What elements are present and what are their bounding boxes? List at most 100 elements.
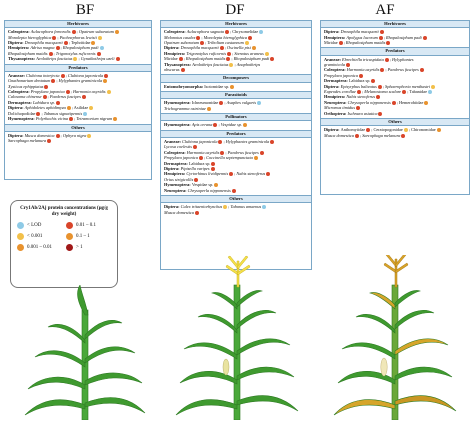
species-row: Hemiptera: Cyrtorhinus lividipennis; Nab… <box>164 171 308 177</box>
species-name: Melanotus caudex <box>164 34 196 40</box>
taxon-text: Isotomidae sp. <box>204 83 230 89</box>
order-label: Coleoptera: <box>8 89 31 95</box>
section-rows: Entomobryomorpha: Isotomidae sp. <box>161 83 311 91</box>
taxon-text: Vespidae sp. <box>191 182 214 188</box>
concentration-dot <box>199 41 204 46</box>
species-name: Musca domestica <box>164 209 194 215</box>
legend-label: > 1 <box>76 244 83 250</box>
concentration-dot <box>55 133 60 138</box>
species-name: Opatrum subaratum <box>78 29 114 35</box>
species-row: Dermaptera: Labidura sp. <box>8 100 148 105</box>
species-name: Clubiona japonicola <box>67 72 104 78</box>
species-name: Monolepta hieroglyphica <box>8 34 52 40</box>
species-row: Coleoptera: Aulacophora femoralis; Opatr… <box>8 29 148 35</box>
taxon-text: ; Tabanidae <box>407 89 427 95</box>
species-name: Propylaea japonica <box>324 72 358 78</box>
concentration-dot <box>356 90 361 95</box>
concentration-dot <box>178 57 183 62</box>
taxon-text: ; <box>78 56 81 62</box>
taxon-text: ; <box>183 56 186 62</box>
species-name: Musca domestica <box>324 132 354 138</box>
species-row: Araneae: Clubiona japonicola; Hylyphante… <box>164 139 308 144</box>
concentration-dot <box>259 150 264 155</box>
section-rows: Diptera: Culex tritaeniorhynchus; Tabanu… <box>161 203 311 217</box>
concentration-dot <box>377 84 382 89</box>
taxon-text: ; <box>359 132 363 138</box>
order-label: Hemiptera: <box>8 45 31 51</box>
legend-dot <box>17 244 24 251</box>
species-row: Propylaea japonica <box>324 73 466 78</box>
concentration-dot <box>213 123 218 128</box>
concentration-dot <box>113 117 118 122</box>
section-rows: Diptera: Musca domestica; Ophyra nigra Sa… <box>5 132 151 146</box>
concentration-dot <box>83 111 88 116</box>
concentration-dot <box>379 30 384 35</box>
concentration-dot <box>386 41 391 46</box>
section-header: Others <box>5 123 151 132</box>
concentration-dot <box>44 84 49 89</box>
taxon-text: ; <box>343 40 346 46</box>
legend-item: 0.01 – 0.1 <box>66 222 111 229</box>
taxon-text: ; <box>60 45 63 51</box>
concentration-dot <box>401 133 406 138</box>
legend-label: 0.01 – 0.1 <box>76 222 96 228</box>
taxon-text: ; Tephritidae <box>68 40 91 46</box>
species-row: Araneae: Clubiona interjecta; Clubiona j… <box>8 73 148 78</box>
species-name: Calosoma chinense <box>8 94 42 100</box>
concentration-dot <box>229 172 234 177</box>
taxon-text: ; <box>204 40 208 46</box>
species-name: Adrisa magna <box>30 45 55 51</box>
taxon-text: ; <box>201 34 204 40</box>
order-label: Coleoptera: <box>164 149 187 155</box>
order-label: Hymenoptera: <box>8 116 36 122</box>
concentration-dot <box>219 46 224 51</box>
taxon-text: ; <box>231 56 234 62</box>
species-name: Aeolothrips fasciatus <box>36 56 73 62</box>
concentration-dot <box>354 133 359 138</box>
species-row: Diptera: Anthomyiidae ; Ceratopogonidae ; … <box>324 127 466 133</box>
legend-items: < LOD 0.01 – 0.1 < 0.001 0.1 – 1 0.001 – 0.0… <box>17 222 111 251</box>
order-label: Hemiptera: <box>324 94 347 100</box>
concentration-dot <box>230 84 235 89</box>
taxon-text: ; <box>224 45 228 51</box>
species-row: Diptera: Aphidoletes aphidimyza ; Asilida… <box>8 105 148 111</box>
taxon-text: ; <box>385 67 388 73</box>
taxon-text: ; <box>234 171 237 177</box>
taxon-text: ; <box>382 83 386 89</box>
legend-item: 0.001 – 0.01 <box>17 244 62 251</box>
species-name: Asaphes vulgaris <box>226 100 257 106</box>
concentration-dot <box>422 35 427 40</box>
order-label: Diptera: <box>8 132 25 138</box>
species-row: Xysticus ephippiatus <box>8 84 148 89</box>
concentration-dot <box>96 51 101 56</box>
species-name: Gnathonarium dentatum <box>8 78 51 84</box>
taxon-text: ; Asilidae <box>71 105 89 111</box>
concentration-dot <box>36 111 41 116</box>
species-row: Lycosa coelestis <box>164 144 308 150</box>
concentration-dot <box>73 57 78 62</box>
concentration-dot <box>264 51 269 56</box>
concentration-dot <box>424 100 429 105</box>
concentration-dot <box>266 172 271 177</box>
legend: Cry1Ab/2Aj protein concentrations (μg/g … <box>10 200 118 288</box>
order-label: Dermaptera: <box>164 160 189 166</box>
species-row: Orthoptera: Ischnura asiatica <box>324 111 466 116</box>
taxon-text: ; <box>383 34 386 40</box>
species-name: Sarcophaga melanura <box>362 132 401 138</box>
concentration-dot <box>419 68 424 73</box>
legend-dot <box>66 233 73 240</box>
species-name: Clubiona japonicola <box>182 138 218 144</box>
concentration-dot <box>227 51 232 56</box>
species-row: Orius strigicollis <box>164 177 308 182</box>
taxon-text: ; <box>203 155 207 161</box>
species-name: Tabanus amaenus <box>230 204 262 210</box>
order-label: Coleoptera: <box>324 67 347 73</box>
species-name: Aulacophora sagnata <box>186 29 224 35</box>
taxon-text: Anthomyiidae <box>340 127 366 133</box>
species-name: Drosophila macquarti <box>24 40 63 46</box>
species-name: Drosophila macquarti <box>180 45 219 51</box>
order-label: Hemiptera: <box>164 50 187 56</box>
concentration-dot <box>431 84 436 89</box>
species-name: Sarcophaga melanura <box>8 138 47 144</box>
order-label: Entomobryomorpha: <box>164 83 205 89</box>
